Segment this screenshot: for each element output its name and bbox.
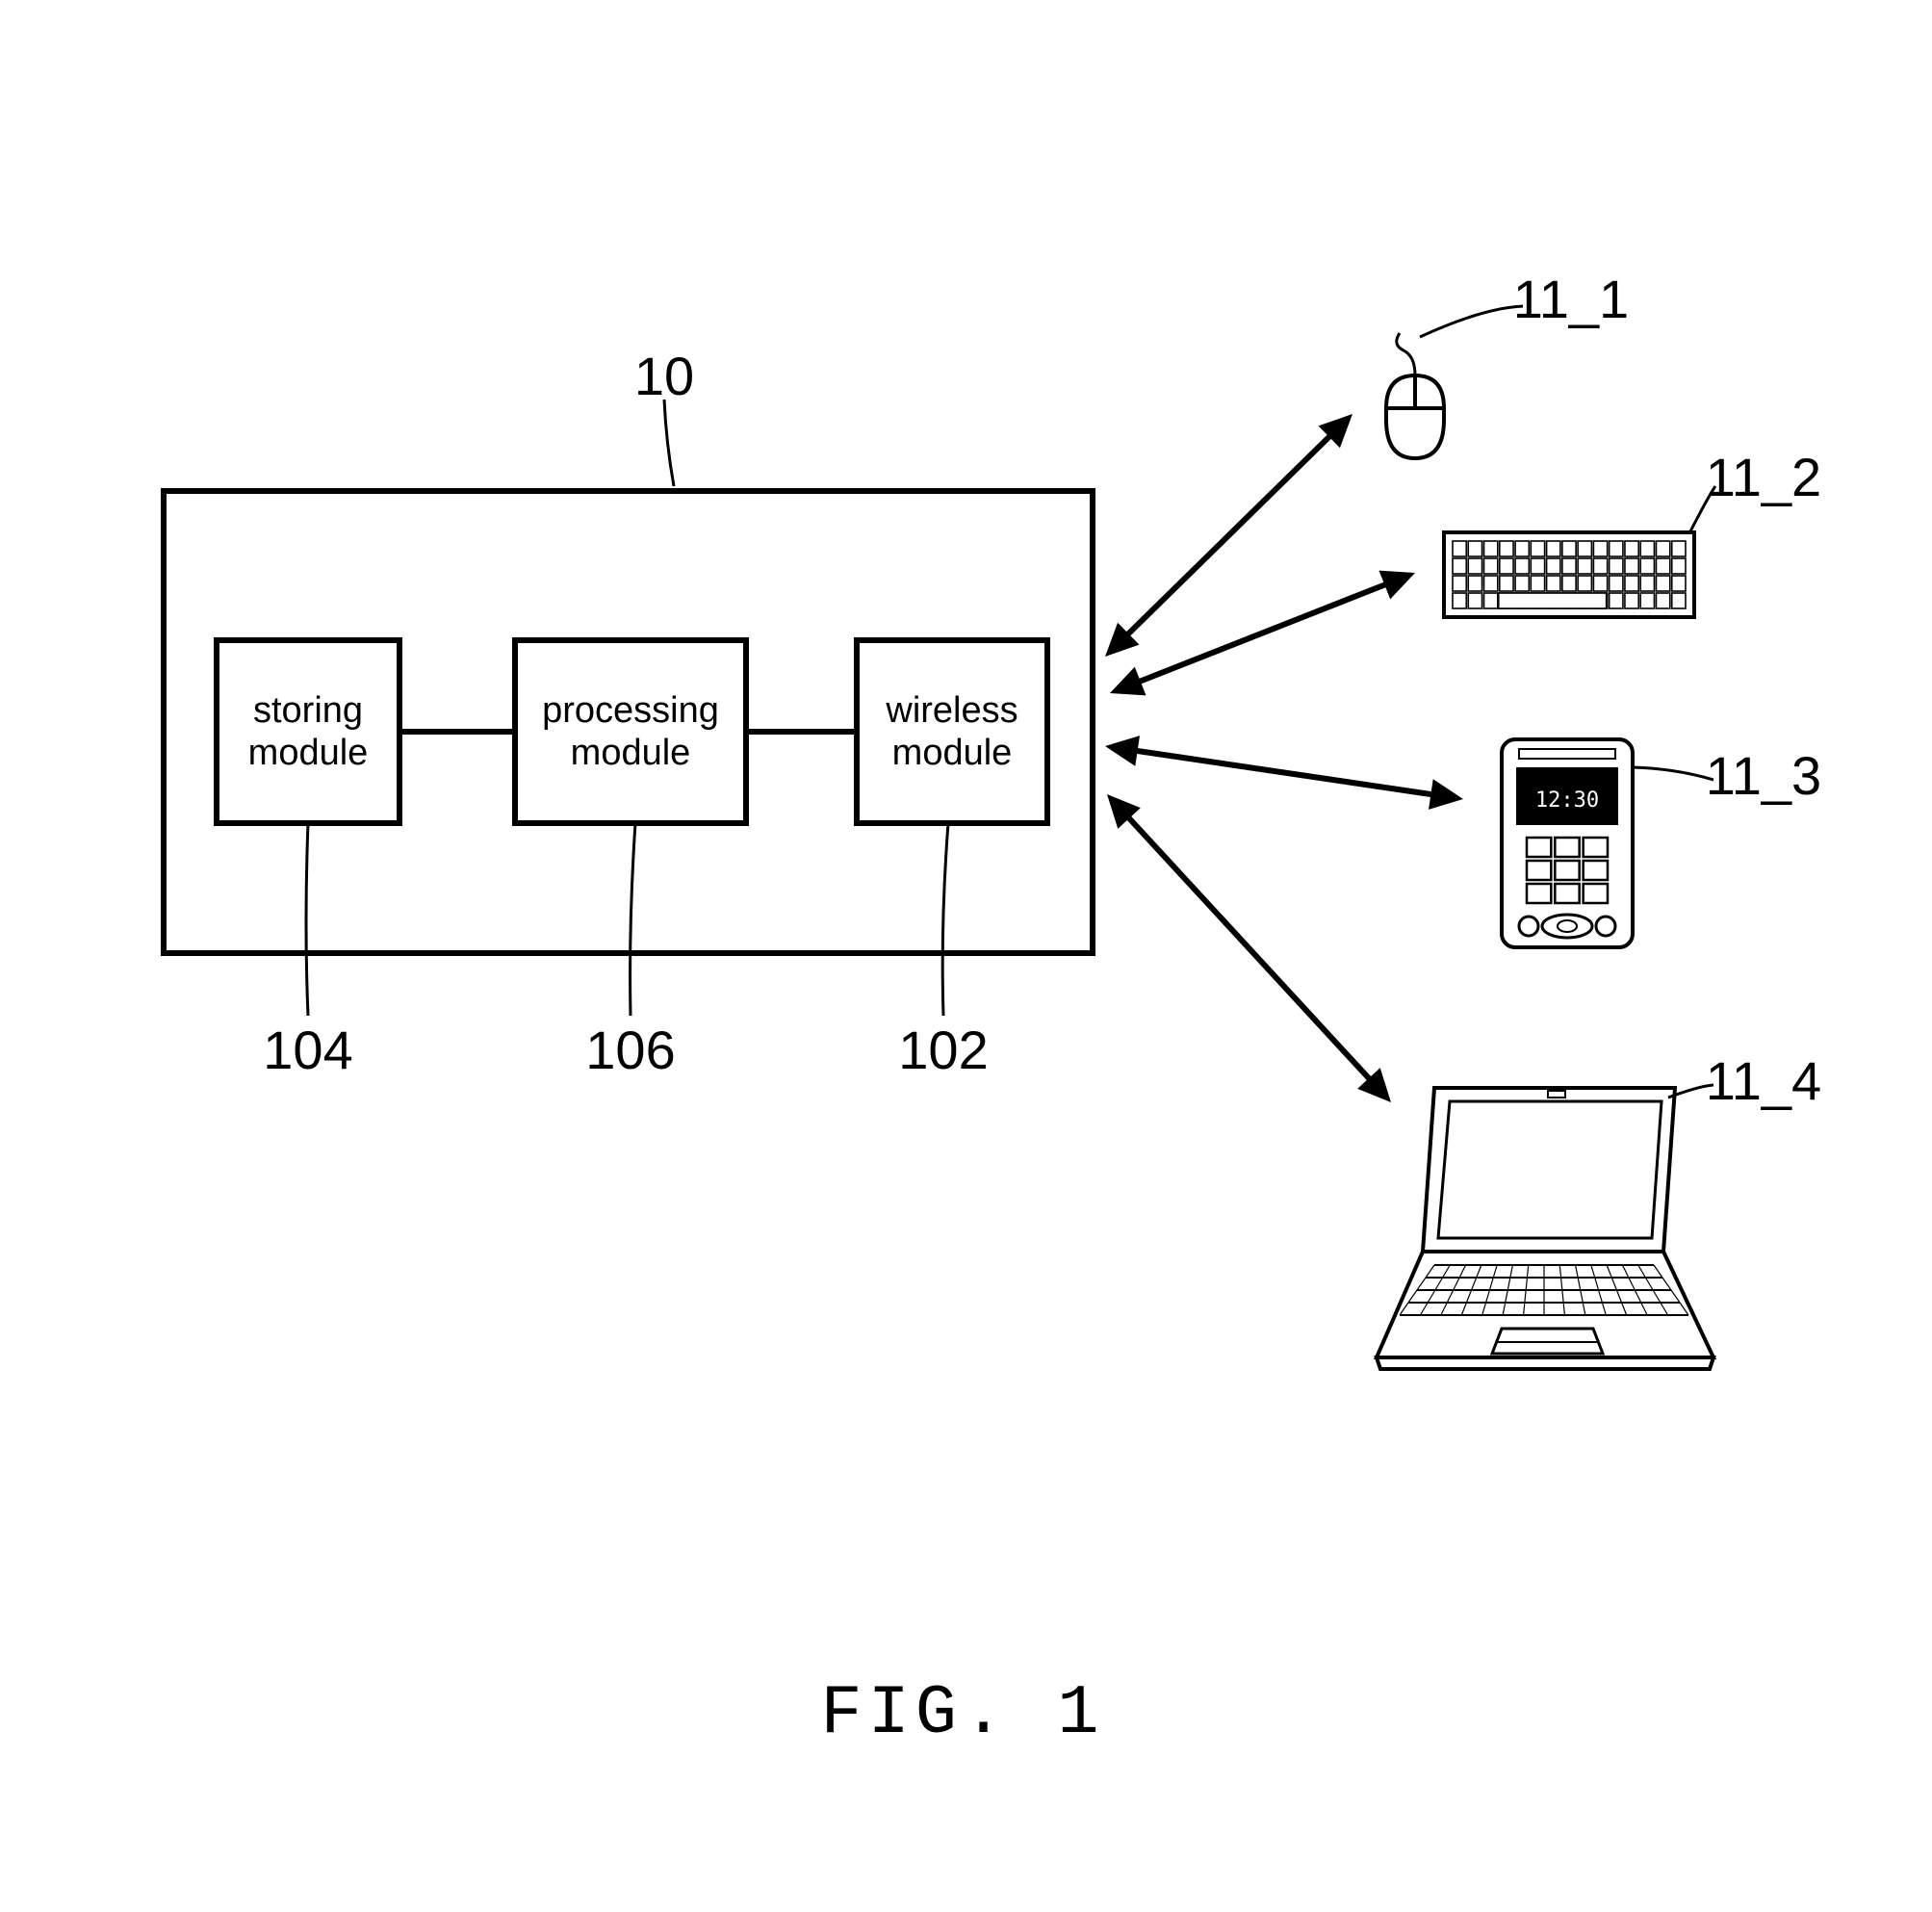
phone-ref: 11_3 <box>1706 745 1821 806</box>
module-processing-label-line1: processing <box>542 690 719 731</box>
keyboard-icon <box>1444 532 1694 617</box>
laptop-ref: 11_4 <box>1706 1050 1821 1111</box>
keyboard-ref: 11_2 <box>1706 447 1821 507</box>
module-wireless-label-line1: wireless <box>885 690 1018 731</box>
phone-icon: 12:30 <box>1502 739 1633 947</box>
module-processing-ref: 106 <box>585 1020 675 1080</box>
module-storing-label-line1: storing <box>253 690 363 731</box>
mouse-ref: 11_1 <box>1513 269 1629 329</box>
module-storing-ref: 104 <box>263 1020 352 1080</box>
phone-display-text: 12:30 <box>1535 788 1599 813</box>
host-ref: 10 <box>634 346 694 406</box>
module-storing-label-line2: module <box>248 733 369 773</box>
figure-label: FIG. 1 <box>820 1674 1104 1753</box>
module-wireless-label-line2: module <box>892 733 1013 773</box>
module-processing-label-line2: module <box>571 733 691 773</box>
module-wireless-ref: 102 <box>898 1020 988 1080</box>
